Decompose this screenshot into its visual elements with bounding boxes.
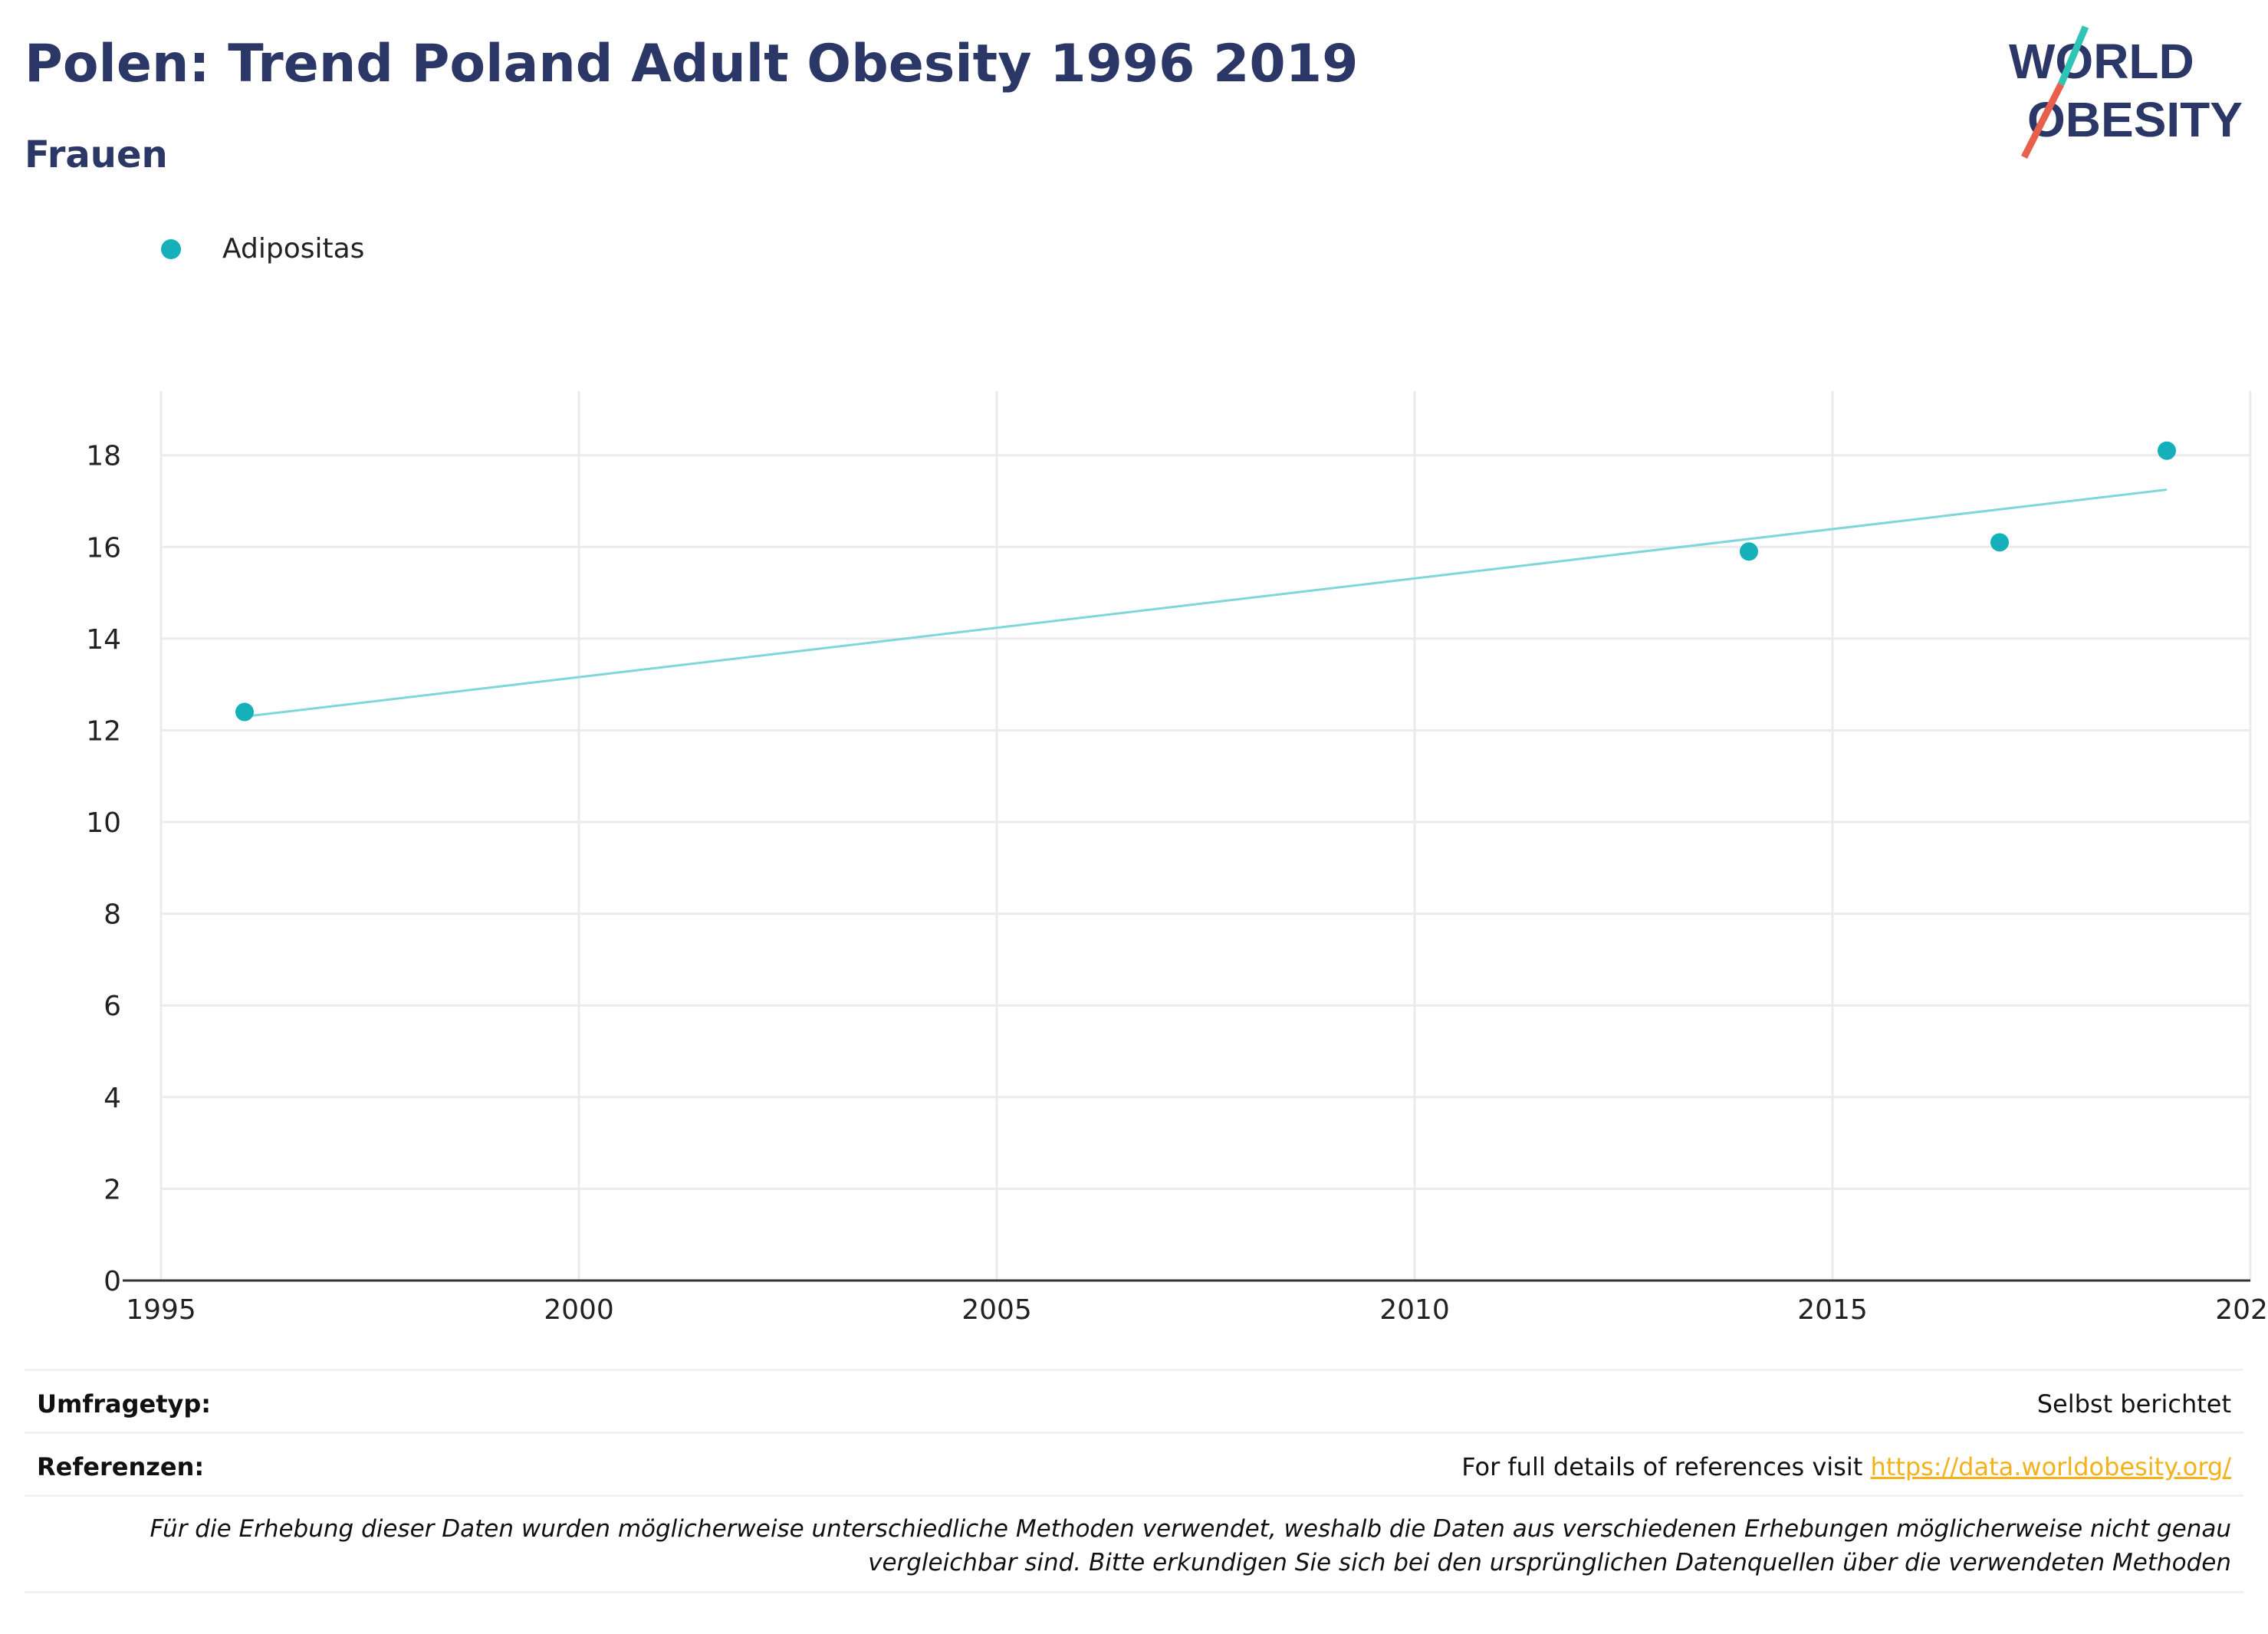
x-tick-label: 2020 (2215, 1294, 2268, 1326)
logo-line-2: OBESITY (2027, 92, 2243, 147)
data-point (2158, 441, 2176, 460)
methods-note: Für die Erhebung dieser Daten wurden mög… (150, 1515, 2231, 1576)
references-value: For full details of references visit htt… (1461, 1452, 2231, 1481)
survey-type-value: Selbst berichtet (2036, 1389, 2231, 1419)
y-tick-label: 8 (104, 899, 121, 931)
bottom-rule (25, 1591, 2243, 1593)
trend-line (244, 488, 2168, 718)
logo-line-1: WORLD (2009, 34, 2194, 89)
logo-slash-red (2020, 82, 2065, 159)
world-obesity-logo: WORLD OBESITY (1994, 23, 2254, 161)
y-tick-label: 6 (104, 991, 121, 1022)
survey-type-label: Umfragetyp: (37, 1389, 212, 1419)
chart-subtitle: Frauen (25, 133, 168, 176)
references-label: Referenzen: (37, 1452, 205, 1481)
references-link[interactable]: https://data.worldobesity.org/ (1870, 1452, 2231, 1481)
x-tick-label: 2015 (1797, 1294, 1868, 1326)
x-tick-label: 2005 (961, 1294, 1032, 1326)
y-tick-label: 4 (104, 1083, 121, 1114)
data-point (235, 702, 254, 722)
legend-label: Adipositas (222, 233, 365, 265)
y-tick-label: 2 (104, 1174, 121, 1205)
survey-type-row: Umfragetyp: Selbst berichtet (25, 1369, 2243, 1434)
y-tick-label: 14 (86, 624, 121, 656)
y-tick-label: 18 (86, 441, 121, 472)
chart-title: Polen: Trend Poland Adult Obesity 1996 2… (25, 34, 1359, 94)
logo-slash-teal (2057, 25, 2089, 86)
y-tick-label: 12 (86, 715, 121, 747)
references-row: Referenzen: For full details of referenc… (25, 1432, 2243, 1497)
legend-marker (161, 239, 181, 259)
x-tick-label: 1995 (126, 1294, 196, 1326)
scatter-chart: 0 2 4 6 8 10 12 14 16 18 1995 2000 2005 2010 2015 2020 (86, 391, 2268, 1326)
data-point (1990, 533, 2009, 552)
data-point (1740, 542, 1758, 561)
y-tick-label: 0 (104, 1266, 121, 1297)
x-tick-label: 2000 (544, 1294, 614, 1326)
references-text: For full details of references visit (1461, 1452, 1871, 1481)
y-tick-label: 16 (86, 532, 121, 564)
x-tick-label: 2010 (1379, 1294, 1450, 1326)
info-table: Umfragetyp: Selbst berichtet Referenzen:… (25, 1369, 2243, 1614)
y-tick-label: 10 (86, 807, 121, 839)
note-row: Für die Erhebung dieser Daten wurden mög… (25, 1494, 2243, 1592)
